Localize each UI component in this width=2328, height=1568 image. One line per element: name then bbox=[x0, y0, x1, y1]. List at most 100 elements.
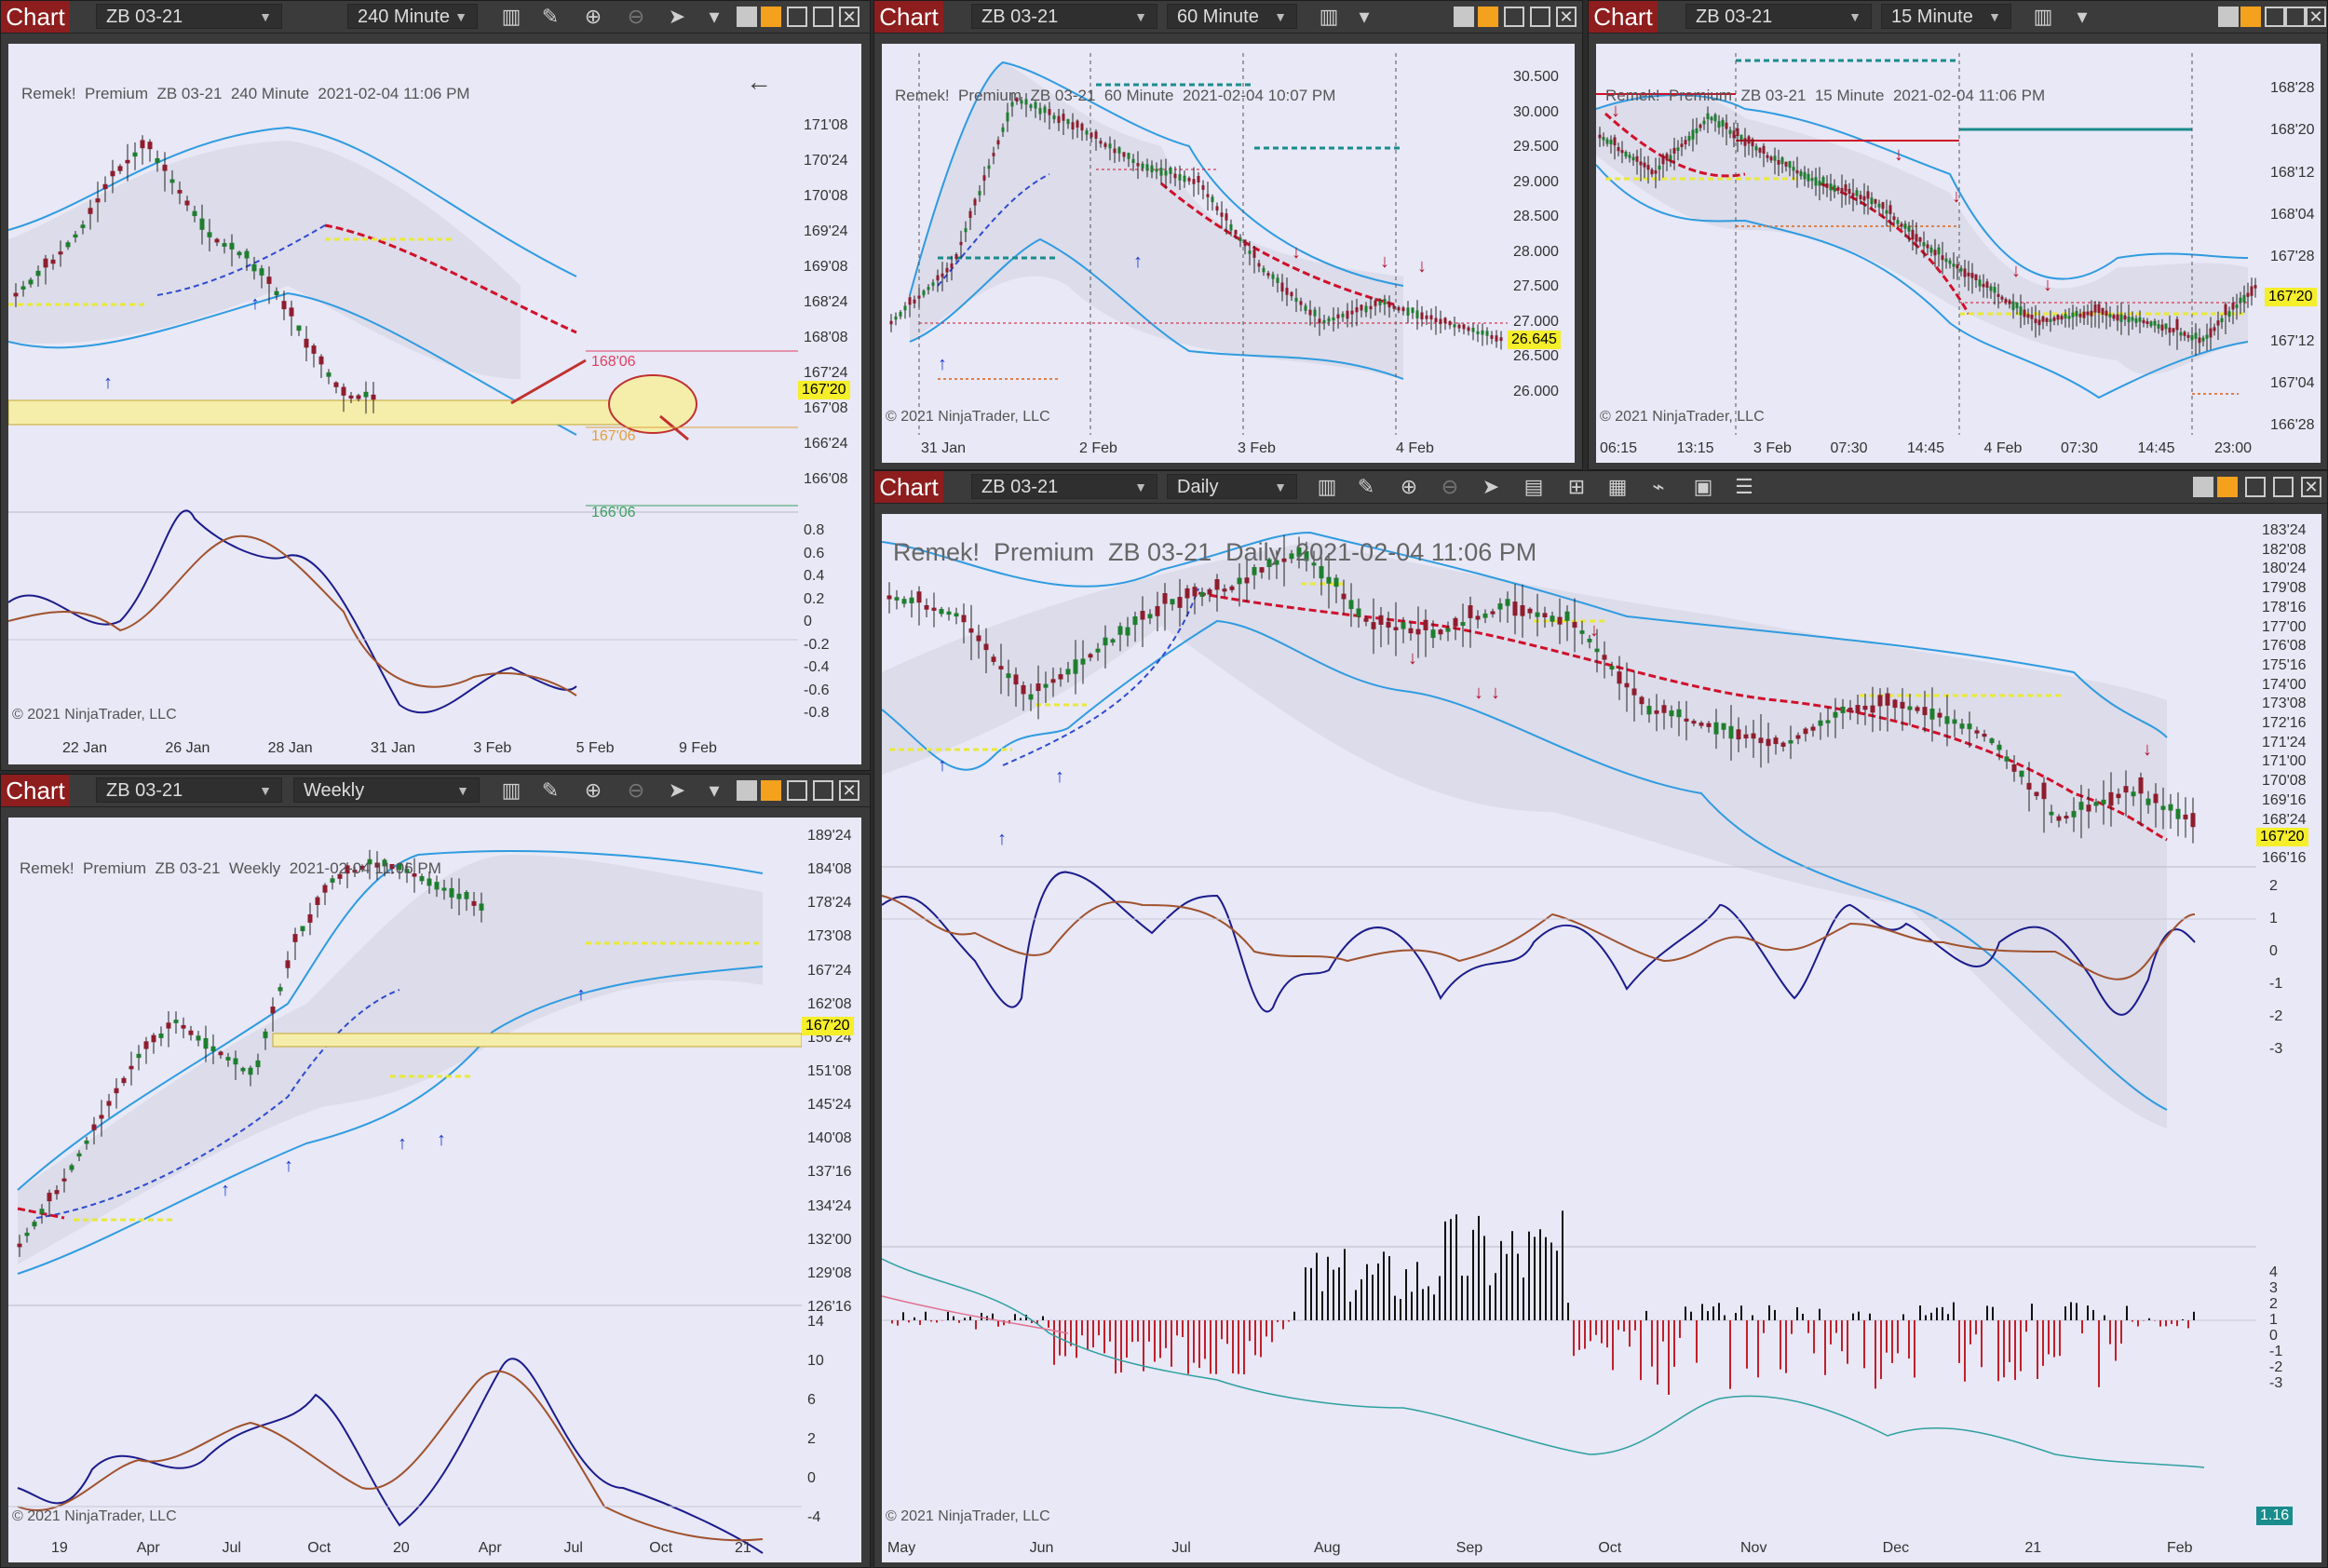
candle-body bbox=[419, 875, 425, 882]
window-color-icon[interactable] bbox=[737, 7, 757, 27]
maximize-icon[interactable] bbox=[2285, 7, 2306, 27]
zoom-out-icon[interactable]: ⊖ bbox=[627, 5, 645, 28]
interval-selector[interactable]: 60 Minute ▼ bbox=[1167, 4, 1297, 29]
candle-body bbox=[99, 1115, 104, 1119]
close-icon[interactable]: ✕ bbox=[2301, 477, 2321, 497]
zoom-out-icon[interactable]: ⊖ bbox=[1441, 475, 1459, 498]
maximize-icon[interactable] bbox=[1530, 7, 1550, 27]
candle-body bbox=[1363, 618, 1369, 622]
chart-menu-button[interactable]: Chart bbox=[874, 1, 943, 33]
minimize-icon[interactable] bbox=[787, 780, 807, 801]
candle-body bbox=[1989, 738, 1995, 744]
minimize-icon[interactable] bbox=[2245, 477, 2266, 497]
close-icon[interactable]: ✕ bbox=[839, 780, 859, 801]
minimize-icon[interactable] bbox=[2265, 7, 2285, 27]
chart-menu-button[interactable]: Chart bbox=[874, 471, 943, 503]
bar-chart-icon[interactable]: ▥ bbox=[1317, 475, 1337, 498]
chart-panel[interactable]: ↑ ↑ ← Remek! Premium ZB 03-21 240 Minute… bbox=[8, 44, 861, 764]
histogram-bar bbox=[1746, 1320, 1748, 1369]
interval-selector[interactable]: 240 Minute ▼ bbox=[347, 4, 478, 29]
pencil-icon[interactable]: ✎ bbox=[1357, 475, 1375, 498]
svg-text:↑: ↑ bbox=[284, 1156, 293, 1176]
zoom-in-icon[interactable]: ⊕ bbox=[1400, 475, 1418, 498]
window-color-icon[interactable] bbox=[1454, 7, 1474, 27]
instrument-selector[interactable]: ZB 03-21 ▼ bbox=[971, 474, 1157, 499]
candle-body bbox=[1318, 318, 1321, 324]
chart-panel[interactable]: ↓ ↓ ↓ ↓ ↓ Remek! Premium ZB 03-21 15 Min… bbox=[1596, 44, 2321, 463]
candle-body bbox=[1066, 118, 1070, 125]
link-color-icon[interactable] bbox=[761, 7, 781, 27]
chart-panel[interactable]: ↑ ↑ ↓ ↓ ↓ Remek! Premium ZB 03-21 60 Min… bbox=[882, 44, 1575, 463]
histogram-bar bbox=[1405, 1269, 1407, 1320]
indicators-icon[interactable]: ▦ bbox=[1607, 475, 1628, 498]
close-icon[interactable]: ✕ bbox=[839, 7, 859, 27]
candle-body bbox=[1006, 112, 1009, 122]
link-color-icon[interactable] bbox=[2217, 477, 2238, 497]
candle-body bbox=[110, 170, 115, 177]
link-color-icon[interactable] bbox=[2240, 7, 2261, 27]
pointer-icon[interactable]: ➤ bbox=[668, 778, 686, 802]
candle-body bbox=[1747, 136, 1751, 144]
candle-body bbox=[2186, 334, 2190, 338]
candle-body bbox=[281, 301, 287, 310]
bar-chart-icon[interactable]: ▥ bbox=[501, 5, 521, 28]
chart-menu-button[interactable]: Chart bbox=[1, 775, 70, 806]
candle-body bbox=[84, 1140, 89, 1144]
zoom-in-icon[interactable]: ⊕ bbox=[584, 5, 602, 28]
close-icon[interactable]: ✕ bbox=[1556, 7, 1577, 27]
link-color-icon[interactable] bbox=[761, 780, 781, 801]
link-color-icon[interactable] bbox=[1478, 7, 1498, 27]
interval-selector[interactable]: Weekly ▼ bbox=[293, 777, 480, 803]
bar-chart-icon[interactable]: ▥ bbox=[501, 778, 521, 802]
window-color-icon[interactable] bbox=[737, 780, 757, 801]
pencil-icon[interactable]: ✎ bbox=[541, 778, 560, 802]
candle-body bbox=[1725, 122, 1728, 129]
interval-selector[interactable]: Daily ▼ bbox=[1167, 474, 1297, 499]
dropdown-caret-icon[interactable]: ▾ bbox=[709, 778, 720, 802]
candle-body bbox=[1739, 134, 1743, 141]
zoom-out-icon[interactable]: ⊖ bbox=[627, 778, 645, 802]
maximize-icon[interactable] bbox=[813, 780, 833, 801]
chart-menu-button[interactable]: Chart bbox=[1, 1, 70, 33]
bar-chart-icon[interactable]: ▥ bbox=[1319, 5, 1339, 28]
list-icon[interactable]: ☰ bbox=[1735, 475, 1753, 498]
templates-icon[interactable]: ▣ bbox=[1693, 475, 1713, 498]
chart-panel[interactable]: ↑ ↑ ↑ ↓ ↓ ↓ ↓ ↓ Remek! Premium ZB 03-21 … bbox=[882, 514, 2321, 1562]
pointer-icon[interactable]: ➤ bbox=[668, 5, 686, 28]
pencil-icon[interactable]: ✎ bbox=[541, 5, 560, 28]
maximize-icon[interactable] bbox=[813, 7, 833, 27]
bar-chart-icon[interactable]: ▥ bbox=[2033, 5, 2053, 28]
candle-body bbox=[43, 258, 48, 268]
zoom-in-icon[interactable]: ⊕ bbox=[584, 778, 602, 802]
interval-selector[interactable]: 15 Minute ▼ bbox=[1881, 4, 2011, 29]
dropdown-caret-icon[interactable]: ▾ bbox=[1359, 5, 1370, 28]
candle-body bbox=[1482, 613, 1488, 618]
instrument-selector[interactable]: ZB 03-21 ▼ bbox=[1685, 4, 1872, 29]
candle-body bbox=[1341, 593, 1347, 600]
instrument-selector[interactable]: ZB 03-21 ▼ bbox=[96, 777, 282, 803]
dropdown-caret-icon[interactable]: ▾ bbox=[709, 5, 720, 28]
pointer-icon[interactable]: ➤ bbox=[1482, 475, 1500, 498]
svg-text:↑: ↑ bbox=[250, 293, 260, 314]
candle-body bbox=[1874, 198, 1877, 204]
window-color-icon[interactable] bbox=[2218, 7, 2239, 27]
properties-icon[interactable]: ⊞ bbox=[1567, 475, 1586, 498]
minimize-icon[interactable] bbox=[1504, 7, 1524, 27]
minimize-icon[interactable] bbox=[787, 7, 807, 27]
histogram-bar bbox=[1606, 1320, 1608, 1348]
data-box-icon[interactable]: ▤ bbox=[1523, 475, 1544, 498]
dropdown-caret-icon[interactable]: ▾ bbox=[2077, 5, 2088, 28]
close-icon[interactable]: ✕ bbox=[2306, 7, 2326, 27]
candle-body bbox=[300, 926, 305, 932]
instrument-selector[interactable]: ZB 03-21 ▼ bbox=[96, 4, 282, 29]
window-color-icon[interactable] bbox=[2193, 477, 2213, 497]
chart-panel[interactable]: ↑ ↑ ↑ ↑ ↑ Remek! Premium ZB 03-21 Weekly… bbox=[8, 818, 861, 1562]
instrument-selector[interactable]: ZB 03-21 ▼ bbox=[971, 4, 1157, 29]
maximize-icon[interactable] bbox=[2273, 477, 2294, 497]
strategies-icon[interactable]: ⌁ bbox=[1652, 475, 1665, 498]
candle-body bbox=[1695, 128, 1699, 133]
candle-body bbox=[1034, 101, 1037, 109]
candle-body bbox=[1970, 273, 1974, 278]
chart-menu-button[interactable]: Chart bbox=[1589, 1, 1658, 33]
x-axis-tick: 07:30 bbox=[2061, 440, 2099, 456]
